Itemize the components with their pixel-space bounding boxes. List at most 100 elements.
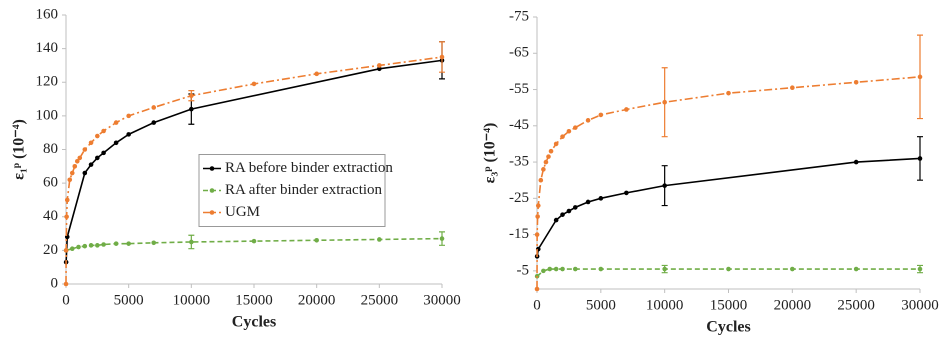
marker — [541, 268, 546, 274]
marker — [662, 183, 667, 188]
marker — [377, 63, 382, 68]
marker — [553, 217, 559, 223]
marker — [439, 54, 445, 60]
marker — [82, 147, 88, 152]
marker — [548, 148, 554, 154]
x-tick-label: 20000 — [298, 292, 336, 308]
marker — [560, 134, 565, 139]
x-tick-label: 5000 — [586, 297, 616, 313]
x-tick-label: 30000 — [423, 292, 461, 308]
marker — [69, 170, 75, 176]
marker — [82, 243, 88, 249]
series — [534, 34, 923, 292]
marker — [151, 120, 157, 125]
series — [63, 41, 445, 287]
marker — [189, 93, 194, 98]
series-line — [65, 59, 443, 263]
y-tick-label: 80 — [43, 141, 58, 157]
y-tick-label: -75 — [509, 8, 529, 24]
marker — [251, 238, 257, 244]
series-line — [536, 76, 921, 290]
y-tick-label: 20 — [43, 242, 58, 258]
legend-label: RA before binder extraction — [225, 160, 393, 176]
marker — [101, 242, 106, 247]
marker — [573, 266, 578, 272]
series-line — [536, 157, 921, 257]
marker — [101, 128, 106, 134]
x-tick-label: 25000 — [361, 292, 399, 308]
x-tick-label: 0 — [533, 297, 541, 313]
x-tick-label: 0 — [62, 292, 70, 308]
marker — [546, 154, 551, 159]
marker — [624, 107, 629, 112]
marker — [189, 106, 194, 112]
marker — [88, 140, 94, 146]
marker — [553, 141, 559, 147]
marker — [113, 140, 119, 146]
x-axis-label: Cycles — [232, 314, 276, 331]
x-tick-label: 15000 — [235, 292, 273, 308]
marker — [63, 248, 69, 253]
marker — [917, 266, 923, 272]
marker — [573, 205, 578, 210]
marker — [598, 266, 604, 272]
y-tick-label: -65 — [509, 45, 529, 61]
marker — [662, 266, 667, 272]
marker — [585, 118, 591, 123]
marker — [853, 266, 859, 272]
x-tick-label: 30000 — [901, 297, 939, 313]
marker — [543, 159, 549, 165]
legend-marker — [209, 166, 215, 171]
marker — [151, 105, 157, 110]
marker — [598, 196, 604, 201]
marker — [534, 232, 540, 237]
marker — [95, 133, 100, 139]
series — [63, 41, 445, 265]
marker — [72, 164, 78, 169]
marker — [553, 266, 559, 272]
marker — [151, 240, 157, 246]
marker — [77, 155, 83, 161]
series-line — [536, 268, 920, 277]
marker — [314, 71, 319, 77]
legend-label: UGM — [225, 204, 260, 220]
y-axis-label: ε₁ᵖ (10⁻⁴) — [11, 119, 28, 180]
marker — [113, 120, 119, 125]
marker — [88, 162, 94, 167]
marker — [573, 125, 578, 130]
marker — [726, 90, 731, 96]
marker — [560, 212, 565, 217]
marker — [535, 214, 540, 219]
y-tick-label: -25 — [509, 190, 529, 206]
series — [63, 231, 445, 253]
marker — [917, 74, 923, 80]
marker — [314, 237, 319, 243]
series — [534, 264, 923, 279]
marker — [566, 128, 572, 134]
marker — [64, 197, 70, 203]
y-tick-label: 120 — [36, 74, 59, 90]
marker — [790, 266, 795, 272]
marker — [251, 81, 257, 87]
y-tick-label: -5 — [517, 262, 530, 278]
marker — [538, 177, 544, 183]
y-tick-label: -35 — [509, 154, 529, 170]
marker — [69, 246, 75, 251]
y-tick-label: 60 — [43, 175, 58, 191]
y-tick-label: -55 — [509, 81, 529, 97]
marker — [790, 85, 795, 91]
x-tick-label: 25000 — [837, 297, 875, 313]
y-tick-label: 160 — [36, 6, 59, 22]
marker — [113, 241, 119, 246]
marker — [541, 167, 546, 172]
x-tick-label: 20000 — [774, 297, 812, 313]
marker — [917, 156, 923, 161]
legend-label: RA after binder extraction — [225, 182, 383, 198]
x-tick-label: 5000 — [114, 292, 144, 308]
legend-box — [198, 154, 386, 227]
x-tick-label: 15000 — [710, 297, 748, 313]
y-tick-label: 140 — [36, 40, 59, 56]
legend-marker — [209, 210, 215, 215]
legend: RA before binder extraction RA after bind… — [198, 154, 393, 227]
